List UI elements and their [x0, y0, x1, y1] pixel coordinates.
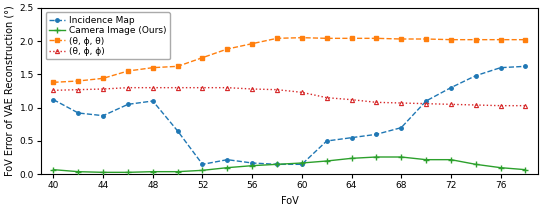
- Camera Image (Ours): [274, 163, 280, 166]
- (θ, ϕ, ϕ): [498, 104, 504, 107]
- X-axis label: FoV: FoV: [281, 196, 298, 206]
- (θ, ϕ, θ): [423, 38, 429, 40]
- (θ, ϕ, θ): [349, 37, 355, 40]
- Incidence Map: [522, 65, 528, 68]
- Incidence Map: [324, 140, 330, 142]
- Incidence Map: [249, 162, 255, 164]
- Incidence Map: [199, 163, 206, 166]
- Camera Image (Ours): [299, 162, 305, 164]
- Camera Image (Ours): [349, 157, 355, 160]
- Camera Image (Ours): [498, 166, 504, 169]
- (θ, ϕ, θ): [175, 65, 181, 68]
- (θ, ϕ, ϕ): [373, 101, 379, 104]
- (θ, ϕ, ϕ): [299, 91, 305, 94]
- (θ, ϕ, θ): [150, 66, 156, 69]
- Camera Image (Ours): [423, 158, 429, 161]
- Camera Image (Ours): [125, 171, 131, 174]
- Camera Image (Ours): [175, 170, 181, 173]
- (θ, ϕ, θ): [75, 80, 81, 82]
- Camera Image (Ours): [522, 168, 528, 171]
- Incidence Map: [299, 163, 305, 166]
- Camera Image (Ours): [100, 171, 106, 174]
- (θ, ϕ, θ): [100, 77, 106, 80]
- Camera Image (Ours): [75, 170, 81, 173]
- (θ, ϕ, ϕ): [398, 102, 404, 104]
- Incidence Map: [150, 100, 156, 102]
- (θ, ϕ, ϕ): [50, 89, 57, 92]
- (θ, ϕ, ϕ): [473, 104, 479, 106]
- (θ, ϕ, θ): [199, 56, 206, 59]
- (θ, ϕ, θ): [473, 38, 479, 41]
- Incidence Map: [473, 74, 479, 77]
- (θ, ϕ, ϕ): [125, 86, 131, 89]
- (θ, ϕ, ϕ): [448, 103, 454, 106]
- (θ, ϕ, θ): [398, 38, 404, 40]
- Camera Image (Ours): [150, 170, 156, 173]
- (θ, ϕ, θ): [50, 81, 57, 84]
- (θ, ϕ, θ): [448, 38, 454, 41]
- Y-axis label: FoV Error of VAE Reconstruction (°): FoV Error of VAE Reconstruction (°): [4, 6, 14, 176]
- (θ, ϕ, θ): [373, 37, 379, 40]
- Camera Image (Ours): [50, 168, 57, 171]
- (θ, ϕ, ϕ): [100, 88, 106, 90]
- (θ, ϕ, ϕ): [199, 86, 206, 89]
- (θ, ϕ, ϕ): [224, 86, 230, 89]
- Incidence Map: [175, 130, 181, 132]
- (θ, ϕ, ϕ): [522, 104, 528, 107]
- (θ, ϕ, ϕ): [349, 98, 355, 101]
- (θ, ϕ, θ): [299, 36, 305, 39]
- Incidence Map: [398, 126, 404, 129]
- Line: (θ, ϕ, θ): (θ, ϕ, θ): [51, 36, 527, 84]
- (θ, ϕ, θ): [274, 37, 280, 40]
- Camera Image (Ours): [398, 156, 404, 158]
- Incidence Map: [274, 163, 280, 166]
- Line: Incidence Map: Incidence Map: [51, 65, 527, 166]
- Incidence Map: [498, 66, 504, 69]
- Camera Image (Ours): [199, 169, 206, 172]
- (θ, ϕ, ϕ): [249, 88, 255, 90]
- Incidence Map: [349, 136, 355, 139]
- Camera Image (Ours): [249, 164, 255, 167]
- Incidence Map: [125, 103, 131, 106]
- Incidence Map: [373, 133, 379, 136]
- (θ, ϕ, ϕ): [75, 88, 81, 91]
- (θ, ϕ, ϕ): [175, 86, 181, 89]
- (θ, ϕ, θ): [224, 48, 230, 50]
- (θ, ϕ, ϕ): [423, 102, 429, 105]
- (θ, ϕ, ϕ): [274, 88, 280, 91]
- Camera Image (Ours): [373, 156, 379, 158]
- Legend: Incidence Map, Camera Image (Ours), (θ, ϕ, θ), (θ, ϕ, ϕ): Incidence Map, Camera Image (Ours), (θ, …: [46, 12, 170, 59]
- Camera Image (Ours): [224, 166, 230, 169]
- Incidence Map: [100, 114, 106, 117]
- Incidence Map: [423, 100, 429, 102]
- Incidence Map: [224, 158, 230, 161]
- (θ, ϕ, θ): [498, 38, 504, 41]
- Incidence Map: [50, 98, 57, 101]
- (θ, ϕ, ϕ): [324, 96, 330, 99]
- Camera Image (Ours): [448, 158, 454, 161]
- (θ, ϕ, θ): [324, 37, 330, 40]
- Camera Image (Ours): [324, 160, 330, 162]
- Line: (θ, ϕ, ϕ): (θ, ϕ, ϕ): [51, 86, 527, 108]
- Line: Camera Image (Ours): Camera Image (Ours): [51, 154, 528, 175]
- Incidence Map: [448, 86, 454, 89]
- (θ, ϕ, θ): [125, 70, 131, 72]
- (θ, ϕ, θ): [522, 38, 528, 41]
- Incidence Map: [75, 112, 81, 114]
- (θ, ϕ, ϕ): [150, 86, 156, 89]
- (θ, ϕ, θ): [249, 42, 255, 45]
- Camera Image (Ours): [473, 163, 479, 166]
